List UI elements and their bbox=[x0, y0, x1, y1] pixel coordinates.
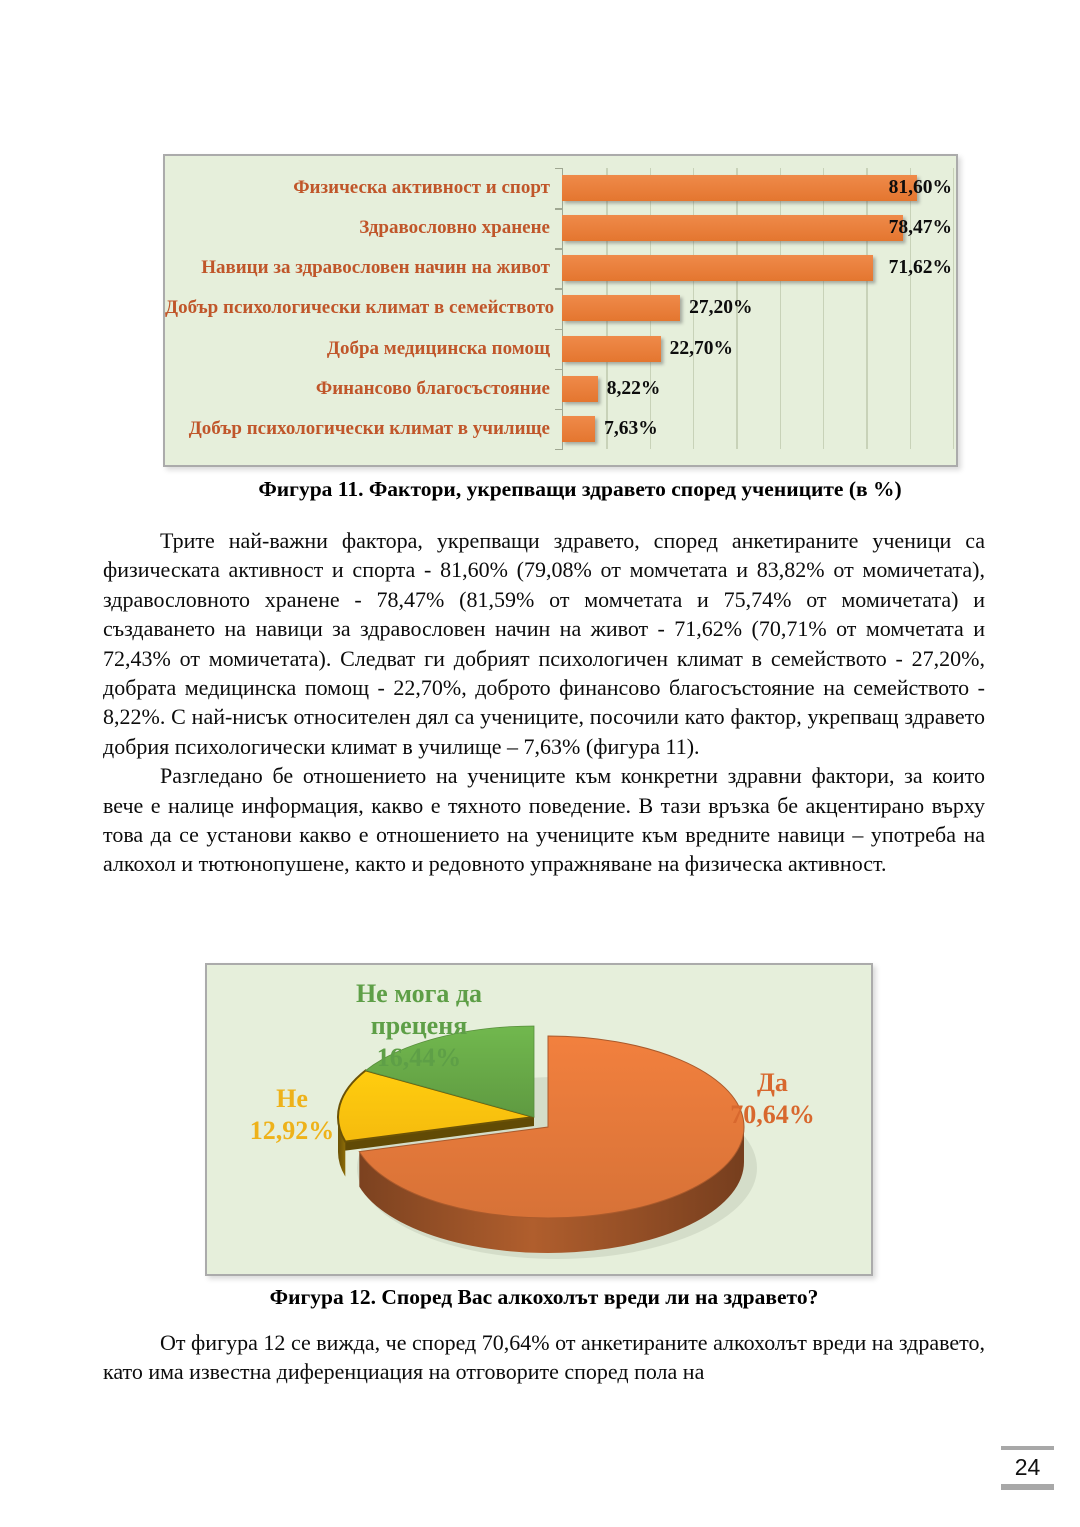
paragraph-1: Трите най-важни фактора, укрепващи здрав… bbox=[103, 528, 985, 759]
pie-slice-yes bbox=[358, 1035, 745, 1219]
paragraph-2: Разгледано бе отношението на учениците к… bbox=[103, 763, 985, 877]
pie-label-yes: Да 70,64% bbox=[685, 1067, 860, 1131]
body-text-continued: От фигура 12 се вижда, че според 70,64% … bbox=[103, 1328, 985, 1387]
axis-tick bbox=[555, 328, 563, 330]
axis-tick bbox=[555, 408, 563, 411]
pie-label-yes-value: 70,64% bbox=[730, 1100, 815, 1129]
bar-value-label: 8,22% bbox=[606, 377, 661, 399]
figure-12-caption: Фигура 12. Според Вас алкохолът вреди ли… bbox=[269, 1285, 819, 1309]
footer-rule-top bbox=[1001, 1446, 1054, 1450]
body-text: Трите най-важни фактора, укрепващи здрав… bbox=[103, 526, 985, 879]
bar bbox=[562, 335, 661, 362]
bar-value-label: 27,20% bbox=[689, 297, 753, 319]
pie-label-yes-text: Да bbox=[757, 1068, 788, 1097]
pie-label-cant-judge-value: 16,44% bbox=[376, 1043, 462, 1072]
bar-category-label: Физическа активност и спорт bbox=[293, 177, 550, 199]
page-number-footer: 24 bbox=[1001, 1446, 1054, 1490]
gridline bbox=[953, 168, 955, 449]
bar-category-label: Добра медицинска помощ bbox=[326, 337, 550, 359]
bar-value-label: 22,70% bbox=[669, 337, 733, 359]
pie-slice-cant-judge bbox=[364, 1025, 535, 1118]
bar bbox=[562, 415, 596, 442]
gridline bbox=[866, 168, 868, 449]
bar-chart-rows: Физическа активност и спорт 81,60% Здравос… bbox=[165, 168, 953, 449]
gridline bbox=[779, 168, 782, 449]
bar-category-label: Финансово благосъстояние bbox=[315, 377, 550, 399]
gridline bbox=[736, 168, 738, 449]
axis-tick bbox=[555, 449, 563, 451]
bar bbox=[562, 375, 598, 402]
figure-11-bar-chart: Физическа активност и спорт 81,60% Здравос… bbox=[163, 154, 958, 467]
bar-row: Здравословно хранене 78,47% bbox=[165, 208, 953, 248]
bar-value-label: 78,47% bbox=[888, 217, 952, 239]
figure-12-pie-chart: Не мога да преценя 16,44% Не 12,92% Да 7… bbox=[205, 963, 873, 1276]
axis-tick bbox=[555, 368, 563, 371]
bar bbox=[562, 175, 917, 202]
axis-tick bbox=[555, 208, 563, 210]
bar-value-label: 71,62% bbox=[888, 257, 952, 279]
pie-label-cant-judge: Не мога да преценя 16,44% bbox=[325, 978, 513, 1074]
axis-tick bbox=[555, 288, 563, 290]
page-number: 24 bbox=[1014, 1454, 1041, 1480]
gridline bbox=[692, 168, 695, 449]
bar-row: Финансово благосъстояние 8,22% bbox=[165, 369, 953, 409]
pie-label-no-text: Не bbox=[276, 1084, 308, 1113]
figure-11-caption: Фигура 11. Фактори, укрепващи здравето с… bbox=[258, 477, 902, 501]
pie-slice-no bbox=[337, 1069, 535, 1143]
bar-category-label: Здравословно хранене bbox=[359, 217, 550, 239]
bar-row: Добър психологически климат в училище 7,6… bbox=[165, 409, 953, 449]
pie-label-cant-judge-text: Не мога да преценя bbox=[355, 979, 483, 1040]
gridline bbox=[909, 168, 912, 449]
bar-row: Добър психологически климат в семействот… bbox=[165, 288, 953, 328]
bar-row: Добра медицинска помощ 22,70% bbox=[165, 329, 953, 369]
bar-row: Навици за здравословен начин на живот 71,… bbox=[165, 248, 953, 288]
pie-rim-yes bbox=[359, 1127, 744, 1253]
bar bbox=[562, 215, 903, 242]
bar-row: Физическа активност и спорт 81,60% bbox=[165, 168, 953, 208]
bar-value-label: 81,60% bbox=[888, 177, 952, 199]
bar bbox=[562, 255, 874, 282]
pie-label-no: Не 12,92% bbox=[217, 1083, 367, 1147]
bar-category-label: Добър психологически климат в семействот… bbox=[165, 297, 555, 319]
bar-value-label: 7,63% bbox=[604, 417, 658, 439]
axis-tick bbox=[555, 168, 563, 170]
axis-tick bbox=[555, 248, 563, 250]
pie-3d-graphic bbox=[337, 1025, 757, 1259]
bar bbox=[562, 295, 681, 322]
bar-category-label: Навици за здравословен начин на живот bbox=[201, 257, 550, 279]
gridline bbox=[822, 168, 825, 449]
bar-category-label: Добър психологически климат в училище bbox=[188, 417, 550, 439]
pie-label-no-value: 12,92% bbox=[249, 1116, 335, 1145]
footer-rule-bottom bbox=[1001, 1484, 1054, 1490]
paragraph-3: От фигура 12 се вижда, че според 70,64% … bbox=[103, 1330, 985, 1385]
